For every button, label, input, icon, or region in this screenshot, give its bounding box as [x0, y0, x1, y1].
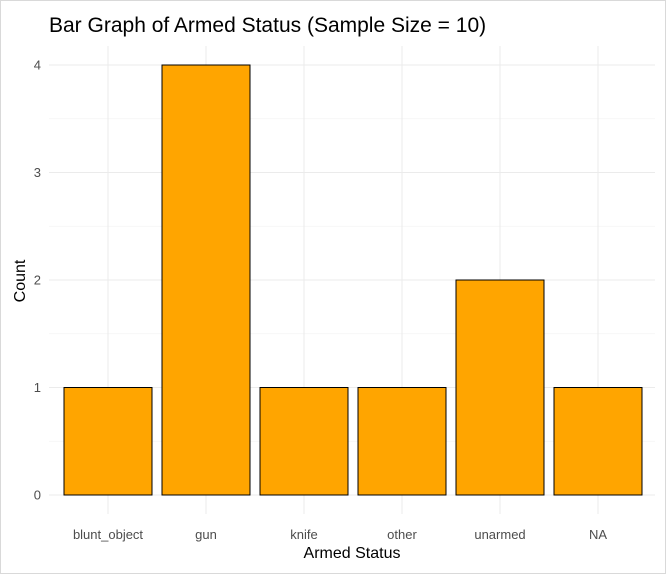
bar-blunt-object — [63, 387, 153, 496]
y-tick-label: 1 — [34, 380, 41, 395]
y-tick-label: 4 — [34, 58, 41, 73]
x-tick-label: NA — [589, 527, 607, 542]
y-tick-label: 2 — [34, 273, 41, 288]
y-tick-label: 0 — [34, 488, 41, 503]
x-tick-label: unarmed — [474, 527, 525, 542]
x-tick-label: blunt_object — [73, 527, 143, 542]
x-tick-label: gun — [195, 527, 217, 542]
x-axis-title: Armed Status — [304, 545, 401, 562]
bar-other — [357, 387, 447, 496]
bars — [63, 64, 643, 496]
bar-unarmed — [455, 279, 545, 496]
y-tick-label: 3 — [34, 165, 41, 180]
x-tick-label: knife — [290, 527, 317, 542]
bar-gun — [161, 64, 251, 496]
bar-knife — [259, 387, 349, 496]
y-axis-title: Count — [12, 259, 29, 302]
chart-title: Bar Graph of Armed Status (Sample Size =… — [49, 14, 486, 37]
bar-na — [553, 387, 643, 496]
y-axis-ticks: 0 1 2 3 4 — [34, 58, 41, 503]
x-axis-ticks: blunt_object gun knife other unarmed NA — [73, 527, 607, 542]
x-tick-label: other — [387, 527, 417, 542]
